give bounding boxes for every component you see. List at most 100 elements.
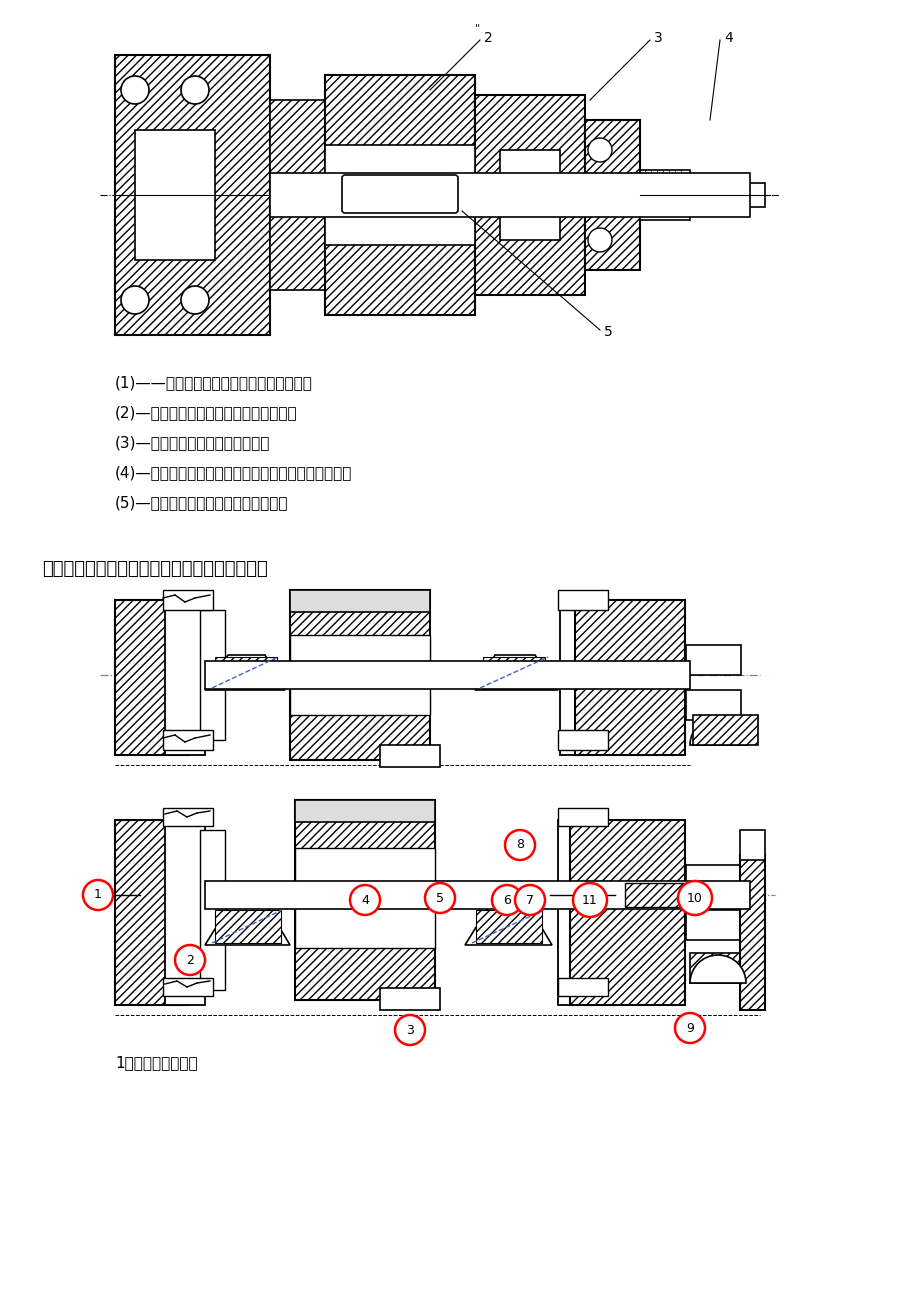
Bar — [289, 590, 429, 760]
Circle shape — [505, 830, 535, 860]
Text: 2: 2 — [186, 954, 194, 967]
Bar — [205, 881, 749, 909]
Bar — [560, 599, 599, 754]
Bar — [686, 865, 740, 895]
Circle shape — [515, 885, 544, 915]
Bar — [584, 120, 640, 270]
Text: 4: 4 — [723, 31, 732, 46]
Bar — [499, 150, 560, 240]
Text: 2: 2 — [483, 31, 493, 46]
Bar — [624, 883, 694, 907]
Text: 11: 11 — [582, 894, 597, 907]
Bar — [115, 599, 190, 754]
Wedge shape — [689, 717, 745, 745]
Bar — [558, 730, 607, 751]
Circle shape — [83, 880, 113, 909]
Text: 7: 7 — [526, 894, 533, 907]
Bar — [110, 20, 779, 360]
Bar — [380, 988, 439, 1010]
Bar — [165, 820, 205, 1005]
Bar — [689, 180, 744, 210]
Bar — [115, 820, 190, 1005]
Circle shape — [175, 945, 205, 975]
Bar — [689, 952, 754, 982]
Bar — [558, 808, 607, 826]
Text: (5)—一键的长度应该小于轴段的长度。: (5)—一键的长度应该小于轴段的长度。 — [115, 495, 289, 509]
Bar — [163, 979, 213, 995]
Polygon shape — [205, 908, 289, 945]
Bar — [558, 590, 607, 610]
Text: (3)—一螺纹轴段缺少螺纹退刀槽；: (3)—一螺纹轴段缺少螺纹退刀槽； — [115, 435, 270, 450]
Text: ": " — [475, 23, 480, 33]
Circle shape — [349, 885, 380, 915]
Bar — [163, 730, 213, 751]
Circle shape — [443, 192, 467, 215]
Bar — [295, 848, 435, 949]
Bar — [570, 820, 685, 1005]
Bar — [558, 830, 583, 990]
Wedge shape — [689, 955, 745, 982]
Bar — [640, 169, 689, 220]
Text: 10: 10 — [686, 891, 702, 904]
Text: 七、试指出图中结构不合理的地方，并予以改正: 七、试指出图中结构不合理的地方，并予以改正 — [42, 560, 267, 579]
Circle shape — [587, 138, 611, 162]
Bar — [269, 173, 749, 218]
Circle shape — [181, 285, 209, 314]
Text: 3: 3 — [405, 1023, 414, 1036]
Bar — [289, 635, 429, 715]
Bar — [744, 182, 765, 207]
Bar — [199, 830, 225, 990]
Circle shape — [394, 1015, 425, 1045]
Bar — [739, 855, 765, 1010]
FancyBboxPatch shape — [342, 175, 458, 212]
Bar — [324, 76, 474, 315]
Bar — [205, 661, 689, 689]
Circle shape — [181, 76, 209, 104]
Polygon shape — [464, 908, 551, 945]
Bar — [686, 691, 740, 721]
Bar — [324, 145, 474, 245]
Bar — [115, 55, 269, 335]
Bar — [199, 610, 225, 740]
Bar — [215, 657, 277, 688]
Bar — [269, 100, 324, 291]
Bar — [165, 599, 205, 754]
Bar — [474, 95, 584, 294]
Text: 3: 3 — [653, 31, 662, 46]
Bar — [686, 645, 740, 675]
Text: 8: 8 — [516, 839, 524, 851]
Bar — [289, 590, 429, 612]
Text: 5: 5 — [604, 324, 612, 339]
Circle shape — [492, 885, 521, 915]
Bar — [295, 800, 435, 822]
Bar — [475, 909, 541, 943]
Text: (1)——轴肩的高度超出了轴承内圈的外径；: (1)——轴肩的高度超出了轴承内圈的外径； — [115, 375, 312, 390]
Circle shape — [587, 228, 611, 251]
Bar — [574, 599, 685, 754]
Bar — [380, 745, 439, 767]
Circle shape — [677, 881, 711, 915]
Text: 9: 9 — [686, 1022, 693, 1035]
Bar — [135, 130, 215, 261]
Text: (4)—一键槽应该与中间部位的键槽在同一母线上布置；: (4)—一键槽应该与中间部位的键槽在同一母线上布置； — [115, 465, 352, 480]
Bar — [558, 820, 597, 1005]
Circle shape — [573, 883, 607, 917]
Bar — [215, 909, 280, 943]
Bar — [295, 800, 435, 999]
Bar — [558, 979, 607, 995]
Text: 4: 4 — [360, 894, 369, 907]
Circle shape — [121, 285, 149, 314]
Bar — [482, 657, 544, 688]
Text: 5: 5 — [436, 891, 444, 904]
Text: 1: 1 — [94, 889, 102, 902]
Bar — [692, 715, 757, 745]
Text: 6: 6 — [503, 894, 510, 907]
Text: 1、此处应有垫片；: 1、此处应有垫片； — [115, 1055, 198, 1070]
Bar — [163, 808, 213, 826]
Bar — [686, 909, 740, 939]
Circle shape — [121, 76, 149, 104]
Bar — [739, 830, 765, 860]
Bar — [163, 590, 213, 610]
Circle shape — [425, 883, 455, 913]
Polygon shape — [474, 655, 558, 691]
